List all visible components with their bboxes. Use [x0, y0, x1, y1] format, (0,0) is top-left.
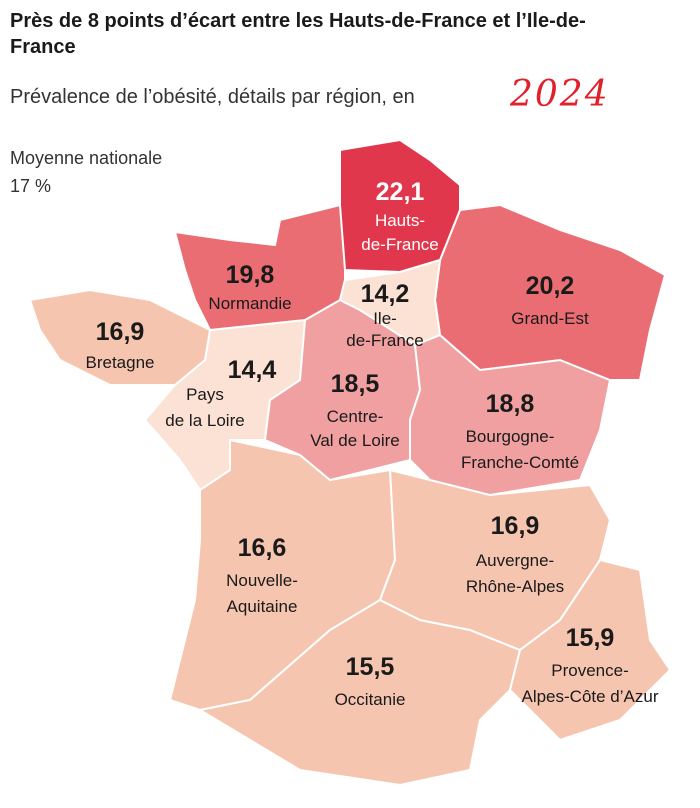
- name-grand-est: Grand-Est: [511, 309, 589, 328]
- name-centre-val-de-loire-1: Centre-: [327, 407, 384, 426]
- name-auvergne-rhone-alpes-1: Auvergne-: [476, 551, 554, 570]
- value-auvergne-rhone-alpes: 16,9: [491, 512, 540, 540]
- handwritten-year-annotation: 2024: [510, 74, 610, 115]
- name-provence-alpes-cote-d-azur-2: Alpes-Côte d’Azur: [521, 687, 658, 706]
- value-hauts-de-france: 22,1: [376, 178, 425, 206]
- name-auvergne-rhone-alpes-2: Rhône-Alpes: [466, 577, 564, 596]
- name-hauts-de-france-1: Hauts-: [375, 211, 425, 230]
- value-centre-val-de-loire: 18,5: [331, 370, 380, 398]
- value-normandie: 19,8: [226, 261, 275, 289]
- name-provence-alpes-cote-d-azur-1: Provence-: [551, 661, 628, 680]
- value-bourgogne-franche-comte: 18,8: [486, 390, 535, 418]
- region-ile-de-france[interactable]: [338, 258, 442, 347]
- value-ile-de-france: 14,2: [361, 280, 410, 308]
- value-pays-de-la-loire: 14,4: [228, 356, 277, 384]
- region-provence-alpes-cote-d-azur[interactable]: [508, 558, 672, 742]
- value-grand-est: 20,2: [526, 272, 575, 300]
- name-nouvelle-aquitaine-2: Aquitaine: [227, 597, 298, 616]
- region-hauts-de-france[interactable]: [339, 138, 461, 274]
- name-nouvelle-aquitaine-1: Nouvelle-: [226, 571, 298, 590]
- national-average-label: Moyenne nationale: [10, 148, 163, 168]
- national-average-value: 17 %: [10, 176, 52, 196]
- name-pays-de-la-loire-1: Pays: [186, 385, 224, 404]
- name-occitanie: Occitanie: [335, 690, 406, 709]
- value-occitanie: 15,5: [346, 653, 395, 681]
- name-centre-val-de-loire-2: Val de Loire: [310, 431, 399, 450]
- name-pays-de-la-loire-2: de la Loire: [165, 411, 244, 430]
- name-bretagne: Bretagne: [86, 353, 155, 372]
- chart-title: Près de 8 points d’écart entre les Hauts…: [10, 10, 586, 58]
- name-bourgogne-franche-comte-1: Bourgogne-: [466, 427, 555, 446]
- chart-subtitle: Prévalence de l’obésité, détails par rég…: [10, 86, 415, 108]
- region-bretagne[interactable]: [28, 288, 212, 386]
- name-ile-de-france-1: Ile-: [373, 309, 397, 328]
- value-provence-alpes-cote-d-azur: 15,9: [566, 624, 615, 652]
- name-bourgogne-franche-comte-2: Franche-Comté: [461, 453, 579, 472]
- value-nouvelle-aquitaine: 16,6: [238, 534, 287, 562]
- name-normandie: Normandie: [208, 294, 291, 313]
- value-bretagne: 16,9: [96, 318, 145, 346]
- name-ile-de-france-2: de-France: [346, 331, 423, 350]
- name-hauts-de-france-2: de-France: [361, 235, 438, 254]
